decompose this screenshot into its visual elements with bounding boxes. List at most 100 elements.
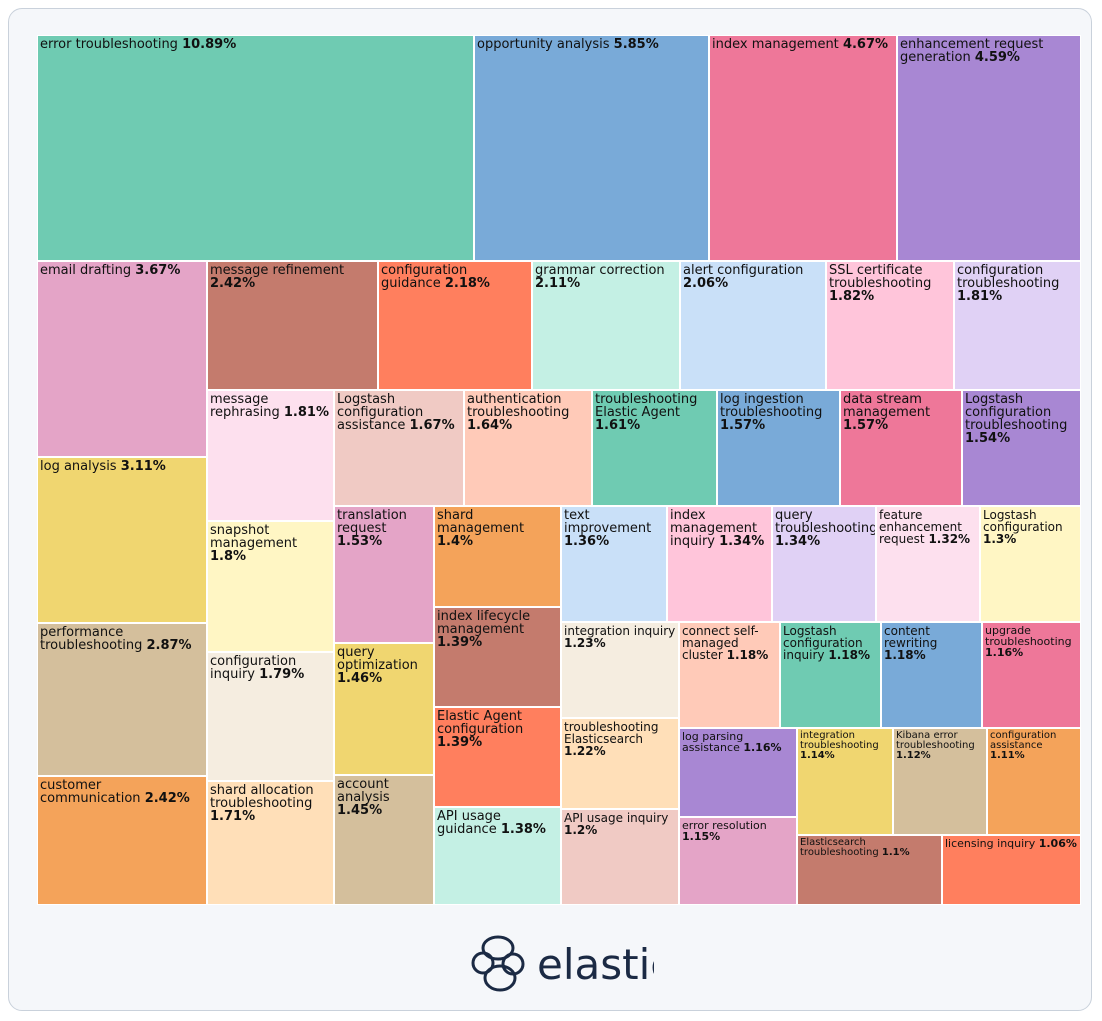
- treemap-tile-text-improvement[interactable]: text improvement 1.36%: [561, 506, 667, 622]
- treemap-tile-index-lifecycle-management[interactable]: index lifecycle management 1.39%: [434, 607, 561, 707]
- tile-label: performance troubleshooting: [40, 625, 143, 653]
- tile-value: 1.45%: [337, 803, 383, 818]
- tile-value: 1.34%: [719, 534, 765, 549]
- treemap-tile-query-optimization[interactable]: query optimization 1.46%: [334, 643, 434, 775]
- treemap-tile-content-rewriting[interactable]: content rewriting 1.18%: [881, 622, 982, 728]
- treemap-tile-logstash-configuration[interactable]: Logstash configuration 1.3%: [980, 506, 1081, 622]
- treemap-tile-message-refinement[interactable]: message refinement 2.42%: [207, 261, 378, 390]
- treemap-tile-opportunity-analysis[interactable]: opportunity analysis 5.85%: [474, 35, 709, 261]
- tile-label: configuration troubleshooting: [957, 263, 1060, 291]
- treemap-tile-troubleshooting-elastic-agent[interactable]: troubleshooting Elastic Agent 1.61%: [592, 390, 717, 506]
- treemap: error troubleshooting 10.89% opportunity …: [37, 35, 1081, 905]
- tile-label: licensing inquiry: [945, 837, 1036, 850]
- tile-label: message refinement: [210, 263, 345, 278]
- tile-value: 1.61%: [595, 418, 641, 433]
- treemap-tile-translation-request[interactable]: translation request 1.53%: [334, 506, 434, 643]
- treemap-tile-error-resolution[interactable]: error resolution 1.15%: [679, 817, 797, 905]
- tile-label: log ingestion troubleshooting: [720, 392, 823, 420]
- tile-value: 1.18%: [828, 648, 870, 662]
- treemap-tile-configuration-guidance[interactable]: configuration guidance 2.18%: [378, 261, 532, 390]
- treemap-tile-customer-communication[interactable]: customer communication 2.42%: [37, 776, 207, 905]
- tile-label: integration troubleshooting: [800, 730, 879, 751]
- treemap-tile-kibana-error-troubleshooting[interactable]: Kibana error troubleshooting 1.12%: [893, 728, 987, 835]
- tile-label: index management inquiry: [670, 508, 758, 549]
- tile-label: text improvement: [564, 508, 652, 536]
- tile-value: 1.38%: [500, 822, 546, 837]
- treemap-tile-elasticsearch-troubleshooting[interactable]: Elasticsearch troubleshooting 1.1%: [797, 835, 942, 905]
- tile-label: SSL certificate troubleshooting: [829, 263, 932, 291]
- treemap-tile-configuration-troubleshooting[interactable]: configuration troubleshooting 1.81%: [954, 261, 1081, 390]
- treemap-tile-feature-enhancement-request[interactable]: feature enhancement request 1.32%: [876, 506, 980, 622]
- treemap-tile-error-troubleshooting[interactable]: error troubleshooting 10.89%: [37, 35, 474, 261]
- treemap-tile-connect-self-managed-cluster[interactable]: connect self-managed cluster 1.18%: [679, 622, 780, 728]
- treemap-tile-logstash-configuration-troubleshooting[interactable]: Logstash configuration troubleshooting 1…: [962, 390, 1081, 506]
- treemap-tile-snapshot-management[interactable]: snapshot management 1.8%: [207, 521, 334, 652]
- treemap-tile-logstash-configuration-assistance[interactable]: Logstash configuration assistance 1.67%: [334, 390, 464, 506]
- treemap-tile-message-rephrasing[interactable]: message rephrasing 1.81%: [207, 390, 334, 521]
- treemap-tile-email-drafting[interactable]: email drafting 3.67%: [37, 261, 207, 457]
- tile-label: customer communication: [40, 778, 141, 806]
- tile-label: troubleshooting Elastic Agent: [595, 392, 698, 420]
- treemap-tile-configuration-assistance[interactable]: configuration assistance 1.11%: [987, 728, 1081, 835]
- treemap-tile-performance-troubleshooting[interactable]: performance troubleshooting 2.87%: [37, 623, 207, 776]
- tile-label: troubleshooting Elasticsearch: [564, 720, 659, 746]
- treemap-tile-index-management-inquiry[interactable]: index management inquiry 1.34%: [667, 506, 772, 622]
- treemap-tile-api-usage-guidance[interactable]: API usage guidance 1.38%: [434, 807, 561, 905]
- treemap-tile-query-troubleshooting[interactable]: query troubleshooting 1.34%: [772, 506, 876, 622]
- tile-label: error resolution: [682, 819, 767, 832]
- treemap-tile-integration-inquiry[interactable]: integration inquiry 1.23%: [561, 622, 679, 718]
- tile-value: 1.18%: [726, 648, 769, 662]
- tile-label: content rewriting: [884, 624, 938, 650]
- treemap-tile-ssl-certificate-troubleshooting[interactable]: SSL certificate troubleshooting 1.82%: [826, 261, 954, 390]
- treemap-tile-data-stream-management[interactable]: data stream management 1.57%: [840, 390, 962, 506]
- tile-value: 1.54%: [965, 431, 1011, 446]
- tile-label: authentication troubleshooting: [467, 392, 570, 420]
- tile-label: log analysis: [40, 459, 117, 474]
- tile-value: 1.32%: [928, 532, 971, 546]
- treemap-tile-api-usage-inquiry[interactable]: API usage inquiry 1.2%: [561, 809, 679, 905]
- tile-value: 3.11%: [120, 459, 166, 474]
- tile-value: 1.64%: [467, 418, 513, 433]
- treemap-tile-alert-configuration[interactable]: alert configuration 2.06%: [680, 261, 826, 390]
- treemap-tile-enhancement-request-generation[interactable]: enhancement request generation 4.59%: [897, 35, 1081, 261]
- treemap-tile-index-management[interactable]: index management 4.67%: [709, 35, 897, 261]
- tile-label: API usage guidance: [437, 809, 501, 837]
- treemap-tile-account-analysis[interactable]: account analysis 1.45%: [334, 775, 434, 905]
- treemap-tile-log-ingestion-troubleshooting[interactable]: log ingestion troubleshooting 1.57%: [717, 390, 840, 506]
- tile-value: 1.39%: [437, 635, 483, 650]
- tile-value: 10.89%: [182, 37, 237, 52]
- treemap-tile-licensing-inquiry[interactable]: licensing inquiry 1.06%: [942, 835, 1081, 905]
- tile-label: shard allocation troubleshooting: [210, 783, 314, 811]
- tile-label: configuration inquiry: [210, 654, 297, 682]
- tile-label: shard management: [437, 508, 525, 536]
- tile-value: 2.87%: [146, 638, 192, 653]
- tile-label: enhancement request generation: [900, 37, 1044, 65]
- treemap-tile-troubleshooting-elasticsearch[interactable]: troubleshooting Elasticsearch 1.22%: [561, 718, 679, 809]
- treemap-tile-grammar-correction[interactable]: grammar correction 2.11%: [532, 261, 680, 390]
- tile-value: 1.34%: [775, 534, 821, 549]
- treemap-tile-log-analysis[interactable]: log analysis 3.11%: [37, 457, 207, 623]
- tile-label: Logstash configuration inquiry: [783, 624, 863, 662]
- treemap-tile-elastic-agent-configuration[interactable]: Elastic Agent configuration 1.39%: [434, 707, 561, 807]
- treemap-tile-log-parsing-assistance[interactable]: log parsing assistance 1.16%: [679, 728, 797, 817]
- tile-value: 2.06%: [683, 276, 729, 291]
- tile-value: 1.53%: [337, 534, 383, 549]
- treemap-tile-logstash-configuration-inquiry[interactable]: Logstash configuration inquiry 1.18%: [780, 622, 881, 728]
- tile-value: 1.82%: [829, 289, 875, 304]
- tile-label: configuration assistance: [990, 730, 1057, 751]
- tile-label: connect self-managed cluster: [682, 624, 759, 662]
- treemap-tile-configuration-inquiry[interactable]: configuration inquiry 1.79%: [207, 652, 334, 781]
- tile-label: data stream management: [843, 392, 931, 420]
- treemap-tile-integration-troubleshooting[interactable]: integration troubleshooting 1.14%: [797, 728, 893, 835]
- tile-value: 1.57%: [720, 418, 766, 433]
- treemap-tile-authentication-troubleshooting[interactable]: authentication troubleshooting 1.64%: [464, 390, 592, 506]
- tile-value: 4.67%: [842, 37, 889, 52]
- tile-label: Elasticsearch troubleshooting: [800, 837, 879, 858]
- tile-value: 1.1%: [881, 847, 910, 858]
- treemap-tile-shard-allocation-troubleshooting[interactable]: shard allocation troubleshooting 1.71%: [207, 781, 334, 905]
- tile-value: 1.81%: [283, 405, 329, 420]
- tile-value: 1.4%: [437, 534, 474, 549]
- tile-value: 2.11%: [535, 276, 581, 291]
- treemap-tile-upgrade-troubleshooting[interactable]: upgrade troubleshooting 1.16%: [982, 622, 1081, 728]
- treemap-tile-shard-management[interactable]: shard management 1.4%: [434, 506, 561, 607]
